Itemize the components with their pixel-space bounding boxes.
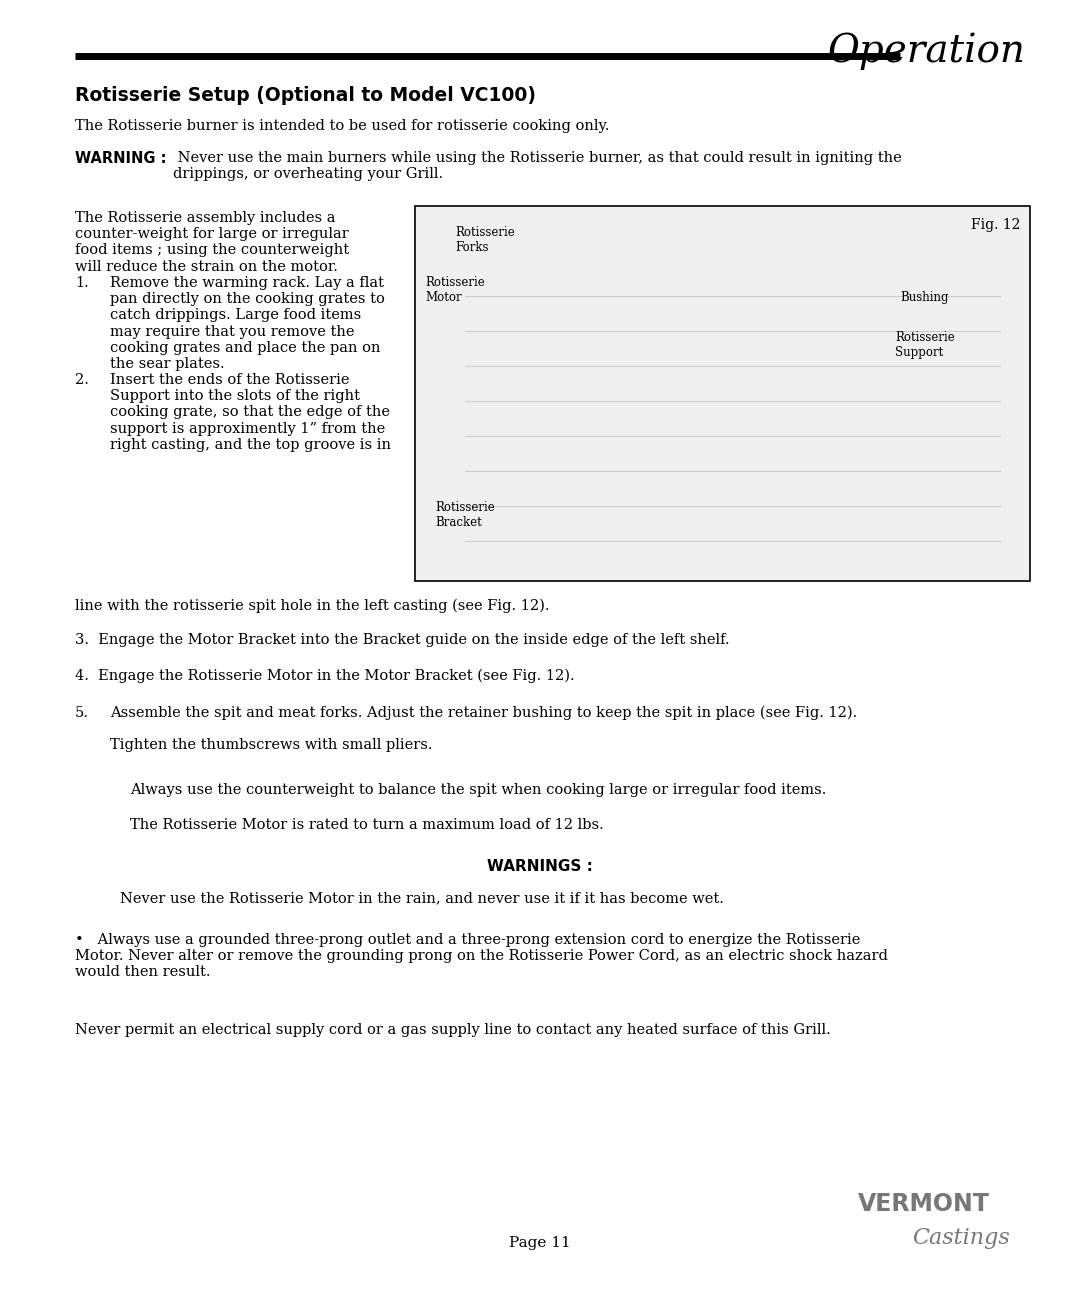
Text: WARNINGS :: WARNINGS : <box>487 859 593 874</box>
Text: The Rotisserie assembly includes a
counter-weight for large or irregular
food it: The Rotisserie assembly includes a count… <box>75 211 349 274</box>
Text: Assemble the spit and meat forks. Adjust the retainer bushing to keep the spit i: Assemble the spit and meat forks. Adjust… <box>110 707 858 720</box>
Text: VERMONT: VERMONT <box>859 1192 990 1217</box>
Text: Page 11: Page 11 <box>509 1236 571 1249</box>
Text: Remove the warming rack. Lay a flat
pan directly on the cooking grates to
catch : Remove the warming rack. Lay a flat pan … <box>110 277 384 371</box>
Text: Rotisserie
Support: Rotisserie Support <box>895 330 955 359</box>
Text: 5.: 5. <box>75 707 89 720</box>
Text: Bushing: Bushing <box>900 291 948 304</box>
Text: 1.: 1. <box>75 277 89 290</box>
Bar <box>415 206 1030 581</box>
Text: WARNING :: WARNING : <box>75 151 166 166</box>
Text: Rotisserie
Motor: Rotisserie Motor <box>426 277 485 304</box>
Text: Insert the ends of the Rotisserie
Support into the slots of the right
cooking gr: Insert the ends of the Rotisserie Suppor… <box>110 374 391 452</box>
Text: Operation: Operation <box>827 33 1025 69</box>
Text: Never use the main burners while using the Rotisserie burner, as that could resu: Never use the main burners while using t… <box>173 151 902 181</box>
Text: Never permit an electrical supply cord or a gas supply line to contact any heate: Never permit an electrical supply cord o… <box>75 1023 831 1037</box>
Text: 4.  Engage the Rotisserie Motor in the Motor Bracket (see Fig. 12).: 4. Engage the Rotisserie Motor in the Mo… <box>75 669 575 683</box>
Text: Castings: Castings <box>913 1227 1010 1249</box>
Text: The Rotisserie Motor is rated to turn a maximum load of 12 lbs.: The Rotisserie Motor is rated to turn a … <box>130 818 604 832</box>
Text: Rotisserie
Forks: Rotisserie Forks <box>455 225 515 254</box>
Text: •   Always use a grounded three-prong outlet and a three-prong extension cord to: • Always use a grounded three-prong outl… <box>75 933 888 979</box>
Text: Never use the Rotisserie Motor in the rain, and never use it if it has become we: Never use the Rotisserie Motor in the ra… <box>120 891 724 905</box>
Text: Always use the counterweight to balance the spit when cooking large or irregular: Always use the counterweight to balance … <box>130 783 826 797</box>
Text: Rotisserie
Bracket: Rotisserie Bracket <box>435 501 495 530</box>
Text: The Rotisserie burner is intended to be used for rotisserie cooking only.: The Rotisserie burner is intended to be … <box>75 119 609 132</box>
Text: Fig. 12: Fig. 12 <box>971 218 1020 232</box>
Text: Rotisserie Setup (Optional to Model VC100): Rotisserie Setup (Optional to Model VC10… <box>75 87 536 105</box>
Text: Tighten the thumbscrews with small pliers.: Tighten the thumbscrews with small plier… <box>110 738 432 753</box>
Text: 3.  Engage the Motor Bracket into the Bracket guide on the inside edge of the le: 3. Engage the Motor Bracket into the Bra… <box>75 633 730 648</box>
Text: 2.: 2. <box>75 374 89 387</box>
Text: line with the rotisserie spit hole in the left casting (see Fig. 12).: line with the rotisserie spit hole in th… <box>75 599 550 614</box>
